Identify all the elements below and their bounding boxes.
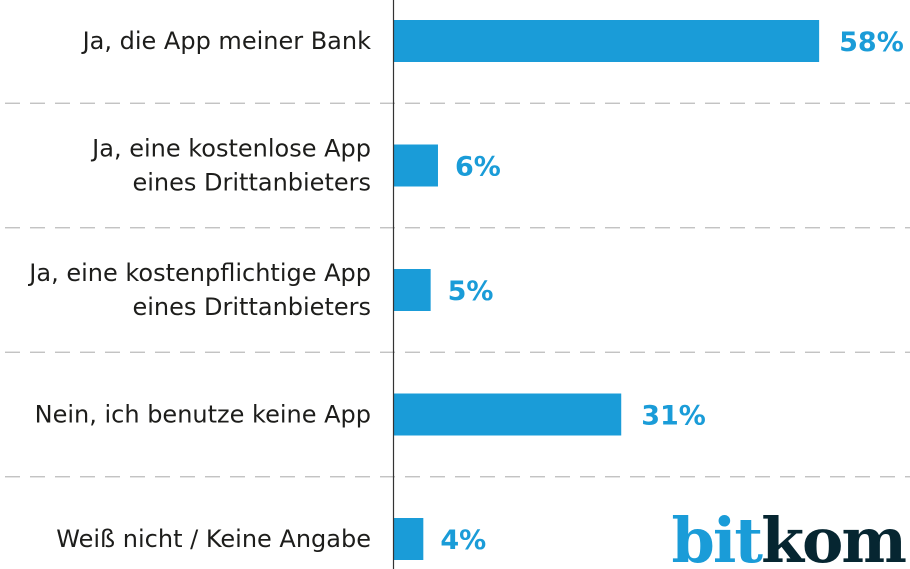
bitkom-logo: bitkom xyxy=(672,504,907,569)
category-label: Ja, eine kostenlose App eines Drittanbiet… xyxy=(90,135,371,197)
bar xyxy=(394,393,622,436)
bar xyxy=(394,144,438,187)
bar xyxy=(394,269,431,311)
data-label: 5% xyxy=(448,276,494,307)
bar xyxy=(394,518,424,560)
category-label: Nein, ich benutze keine App xyxy=(35,401,371,429)
bar xyxy=(394,20,820,62)
category-label: Weiß nicht / Keine Angabe xyxy=(56,525,371,553)
category-label: Ja, eine kostenpflichtige App eines Dritt… xyxy=(27,259,371,321)
data-label: 58% xyxy=(839,27,904,58)
data-label: 31% xyxy=(641,401,706,432)
data-label: 6% xyxy=(455,152,501,183)
data-label: 4% xyxy=(440,525,486,556)
category-label: Ja, die App meiner Bank xyxy=(81,27,372,55)
